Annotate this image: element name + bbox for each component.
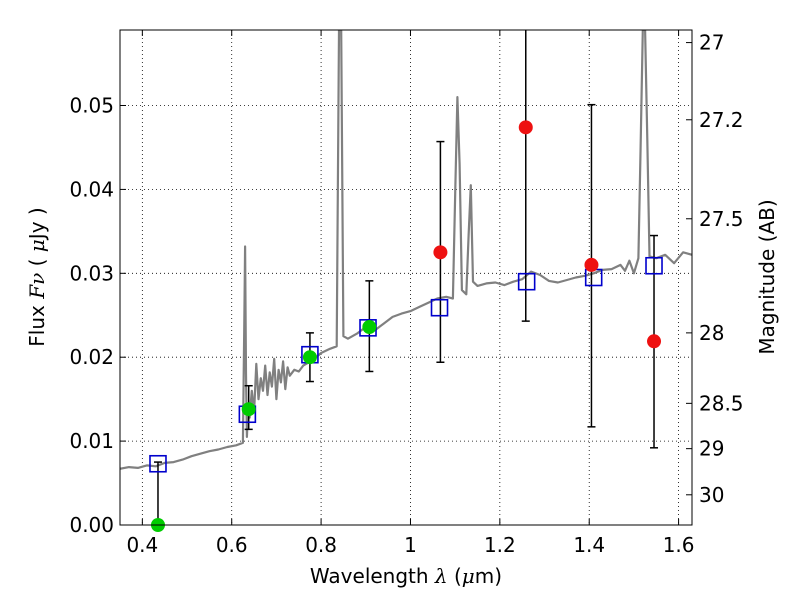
spectrum-layer bbox=[120, 30, 692, 470]
y-tick-label: 0.00 bbox=[69, 513, 114, 537]
label-part: Flux bbox=[25, 299, 49, 347]
label-part: Fν bbox=[25, 273, 49, 300]
x-tick-label: 0.8 bbox=[305, 533, 337, 557]
right-tick-label: 28.5 bbox=[699, 391, 744, 415]
right-axis-label: Magnitude (AB) bbox=[755, 199, 779, 354]
y-tick-label: 0.02 bbox=[69, 345, 114, 369]
detection-point bbox=[362, 320, 377, 334]
model-photometry-square bbox=[430, 298, 449, 317]
model-photometry-square bbox=[149, 454, 167, 473]
label-part: λ bbox=[434, 564, 448, 588]
label-part: m) bbox=[475, 564, 502, 588]
label-part: μ bbox=[25, 239, 49, 252]
right-tick-label: 29 bbox=[699, 437, 724, 461]
label-part: Wavelength bbox=[310, 564, 435, 588]
label-part: ( bbox=[448, 564, 462, 588]
right-tick-label: 27.5 bbox=[699, 207, 744, 231]
ticks: 0.4 0.6 0.8 1 1.2 1.4 1.6 0.00 0.01 0.02 0.03 0.04 0… bbox=[69, 30, 744, 557]
upper-limit-point bbox=[584, 257, 599, 272]
x-tick-label: 1.6 bbox=[663, 533, 695, 557]
label-part: ( bbox=[25, 252, 49, 273]
detection-point bbox=[241, 402, 256, 417]
upper-limit-point bbox=[433, 245, 448, 260]
grid bbox=[120, 30, 692, 526]
detection-point bbox=[302, 350, 317, 365]
upper-limit-point bbox=[518, 120, 533, 135]
x-tick-label: 1.4 bbox=[573, 533, 605, 557]
x-axis-label: Wavelength λ (μm) bbox=[310, 564, 502, 588]
model-spectrum-line bbox=[120, 30, 692, 470]
x-tick-label: 0.4 bbox=[126, 533, 158, 557]
y-tick-label: 0.01 bbox=[69, 429, 114, 453]
label-part: Jy ) bbox=[25, 207, 49, 241]
right-tick-label: 27.2 bbox=[699, 108, 744, 132]
y-axis-label: Flux Fν ( μJy ) bbox=[25, 207, 49, 346]
x-tick-label: 1 bbox=[404, 533, 417, 557]
measured-photometry-layer bbox=[150, 120, 662, 532]
x-tick-label: 1.2 bbox=[484, 533, 516, 557]
label-part: μ bbox=[462, 564, 475, 588]
upper-limit-point bbox=[647, 334, 662, 349]
x-tick-label: 0.6 bbox=[216, 533, 248, 557]
y-tick-label: 0.05 bbox=[69, 94, 114, 118]
plot-frame bbox=[119, 29, 693, 526]
errorbar-layer bbox=[153, 30, 659, 525]
model-photometry-layer bbox=[149, 256, 663, 473]
right-tick-label: 27 bbox=[699, 31, 724, 55]
y-tick-label: 0.04 bbox=[69, 177, 114, 201]
right-tick-label: 28 bbox=[699, 321, 724, 345]
model-photometry-square bbox=[517, 272, 536, 291]
y-tick-label: 0.03 bbox=[69, 261, 114, 285]
model-photometry-square bbox=[645, 256, 663, 275]
right-tick-label: 30 bbox=[699, 483, 724, 507]
